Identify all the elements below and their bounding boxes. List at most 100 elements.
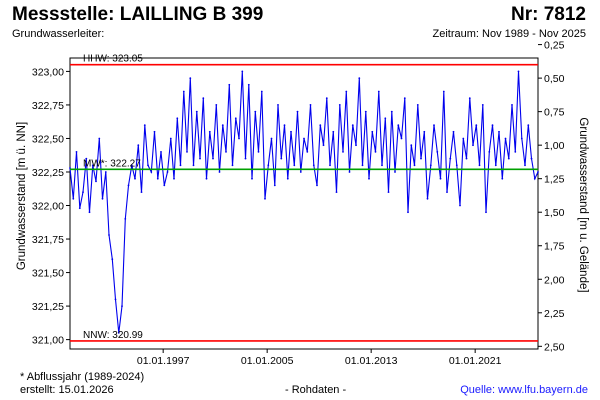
- series-point-0-93: [371, 130, 374, 133]
- series-point-0-102: [400, 137, 403, 140]
- series-point-0-52: [238, 137, 240, 140]
- series-point-0-16: [121, 305, 123, 307]
- series-point-0-75: [312, 164, 315, 167]
- x-axis: 01.01.1997 01.01.2005 01.01.2013 01.01.2021: [137, 349, 502, 367]
- series-point-0-132: [498, 130, 500, 133]
- x-tick-label-2: 01.01.2013: [345, 355, 398, 367]
- series-point-0-99: [390, 110, 393, 113]
- y2-tick-label-0: 2,50: [544, 341, 565, 353]
- series-point-0-23: [143, 124, 146, 126]
- station-number: Nr: 7812: [511, 4, 586, 25]
- series-point-0-60: [264, 197, 266, 200]
- y-tick-label-3: 321,75: [32, 234, 64, 246]
- series-point-0-69: [293, 164, 296, 167]
- y-tick-label-7: 322,75: [32, 100, 64, 112]
- series-point-0-121: [462, 137, 465, 140]
- series-point-0-113: [436, 151, 439, 153]
- y2-tick-label-6: 1,00: [544, 140, 565, 152]
- series-point-0-26: [153, 130, 156, 133]
- series-point-0-120: [459, 204, 461, 207]
- y2-tick-label-1: 2,25: [544, 308, 565, 320]
- series-point-0-37: [189, 77, 192, 79]
- series-point-0-5: [85, 157, 88, 160]
- series-point-0-127: [481, 104, 484, 106]
- series-point-0-107: [416, 104, 419, 106]
- series-point-0-71: [299, 171, 302, 173]
- series-point-0-22: [140, 191, 143, 194]
- series-point-0-36: [186, 151, 188, 153]
- series-point-0-59: [260, 90, 263, 93]
- y-tick-label-8: 323,00: [32, 66, 64, 78]
- y-tick-label-4: 322,00: [32, 201, 64, 213]
- series-point-0-31: [169, 137, 172, 140]
- series-point-0-100: [394, 171, 396, 173]
- series-point-0-14: [114, 298, 117, 301]
- series-point-0-2: [75, 151, 78, 153]
- series-point-0-89: [358, 77, 361, 79]
- series-point-0-109: [423, 130, 426, 133]
- source-link[interactable]: Quelle: www.lfu.bayern.de: [460, 384, 588, 396]
- series-point-0-41: [202, 97, 205, 100]
- reference-label-1: MW*: 322.27: [83, 158, 141, 169]
- y2-axis-title: Grundwasserstand [m u. Gelände]: [577, 117, 589, 292]
- series-point-0-85: [345, 90, 348, 93]
- series-point-0-24: [147, 164, 149, 167]
- series-point-0-44: [212, 157, 214, 160]
- series-point-0-19: [130, 164, 133, 167]
- series-point-0-47: [221, 124, 224, 126]
- series-layer: [69, 70, 539, 334]
- x-tick-label-0: 01.01.1997: [137, 355, 190, 367]
- series-point-0-143: [533, 177, 536, 180]
- series-point-0-46: [218, 171, 221, 173]
- series-point-0-140: [524, 164, 526, 167]
- series-point-0-53: [241, 70, 244, 73]
- series-point-0-43: [208, 130, 211, 133]
- series-point-0-125: [475, 124, 478, 126]
- series-point-0-106: [413, 164, 416, 167]
- series-point-0-134: [504, 137, 507, 140]
- series-point-0-123: [468, 97, 471, 100]
- series-point-0-104: [407, 211, 409, 214]
- series-point-0-101: [397, 124, 400, 126]
- created-date: erstellt: 15.01.2026: [20, 384, 114, 396]
- series-point-0-126: [478, 164, 481, 167]
- y-axis-title: Grundwasserstand [m ü. NN]: [16, 122, 28, 270]
- series-point-0-9: [98, 137, 101, 140]
- series-point-0-0: [69, 167, 71, 169]
- series-point-0-56: [251, 177, 253, 180]
- series-point-0-133: [501, 177, 504, 180]
- series-point-0-144: [537, 171, 539, 173]
- y2-tick-label-4: 1,50: [544, 207, 565, 219]
- y-tick-label-5: 322,25: [32, 167, 64, 179]
- series-point-0-130: [491, 124, 494, 126]
- series-point-0-13: [111, 258, 114, 261]
- series-point-0-115: [442, 90, 445, 93]
- series-point-0-116: [446, 191, 448, 194]
- series-point-0-90: [361, 164, 364, 167]
- series-point-0-6: [88, 211, 91, 214]
- series-point-0-33: [176, 117, 179, 120]
- series-point-0-25: [150, 171, 153, 173]
- series-point-0-135: [507, 157, 510, 160]
- series-point-0-70: [296, 110, 299, 113]
- y-tick-label-0: 321,00: [32, 335, 64, 347]
- y-axis-right: 2,50 2,25 2,00 1,75 1,50 1,25 1,00 0,75 0,50 0,25: [538, 40, 565, 353]
- series-point-0-91: [364, 110, 367, 113]
- series-point-0-15: [117, 332, 120, 334]
- series-point-0-8: [95, 180, 97, 183]
- series-point-0-66: [283, 124, 286, 126]
- series-point-0-61: [267, 164, 270, 167]
- series-point-0-50: [231, 164, 234, 167]
- series-point-0-12: [108, 234, 110, 236]
- series-point-0-64: [277, 104, 279, 106]
- series-point-0-57: [254, 110, 257, 113]
- series-point-0-17: [124, 218, 127, 220]
- series-point-0-131: [494, 164, 497, 167]
- period-label: Zeitraum: Nov 1989 - Nov 2025: [432, 28, 586, 40]
- x-tick-label-3: 01.01.2021: [449, 355, 502, 367]
- series-point-0-42: [205, 177, 208, 180]
- series-point-0-68: [290, 130, 292, 133]
- station-title: Messstelle: LAILLING B 399: [12, 4, 264, 25]
- series-point-0-111: [429, 164, 432, 167]
